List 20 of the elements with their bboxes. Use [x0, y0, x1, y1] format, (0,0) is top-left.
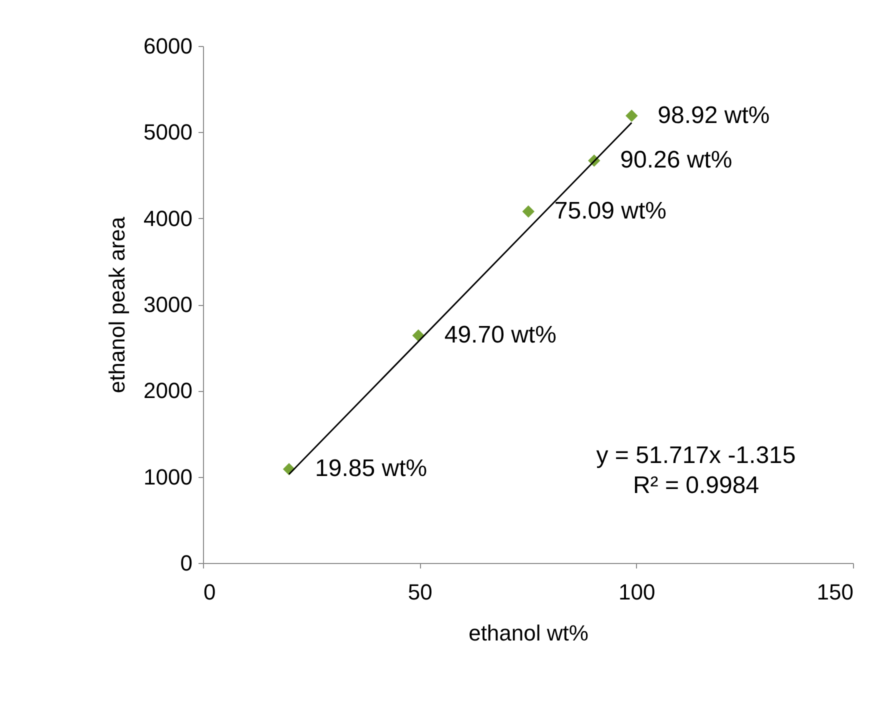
x-tick-label: 100: [618, 580, 656, 604]
y-tick-label: 6000: [144, 34, 192, 58]
y-axis-title: ethanol peak area: [104, 216, 130, 394]
y-tick-label: 4000: [144, 206, 192, 231]
annotation: 75.09 wt%: [554, 197, 666, 224]
x-axis-title: ethanol wt%: [468, 620, 588, 646]
y-tick-label: 5000: [144, 120, 192, 145]
x-tick-label: 0: [204, 580, 216, 604]
y-tick-label: 0: [180, 550, 192, 576]
annotation: 90.26 wt%: [620, 146, 732, 174]
annotation: 49.70 wt%: [444, 322, 556, 349]
y-tick-label: 3000: [144, 292, 192, 317]
x-tick-label: 150: [816, 580, 854, 604]
annotation: 19.85 wt%: [315, 455, 428, 482]
x-tick-label: 50: [408, 580, 432, 604]
annotation: 98.92 wt%: [658, 102, 770, 129]
annotation: y = 51.717x -1.315: [596, 442, 796, 469]
y-tick-label: 1000: [144, 464, 192, 490]
annotation: R² = 0.9984: [632, 472, 760, 499]
y-tick-label: 2000: [144, 378, 192, 404]
